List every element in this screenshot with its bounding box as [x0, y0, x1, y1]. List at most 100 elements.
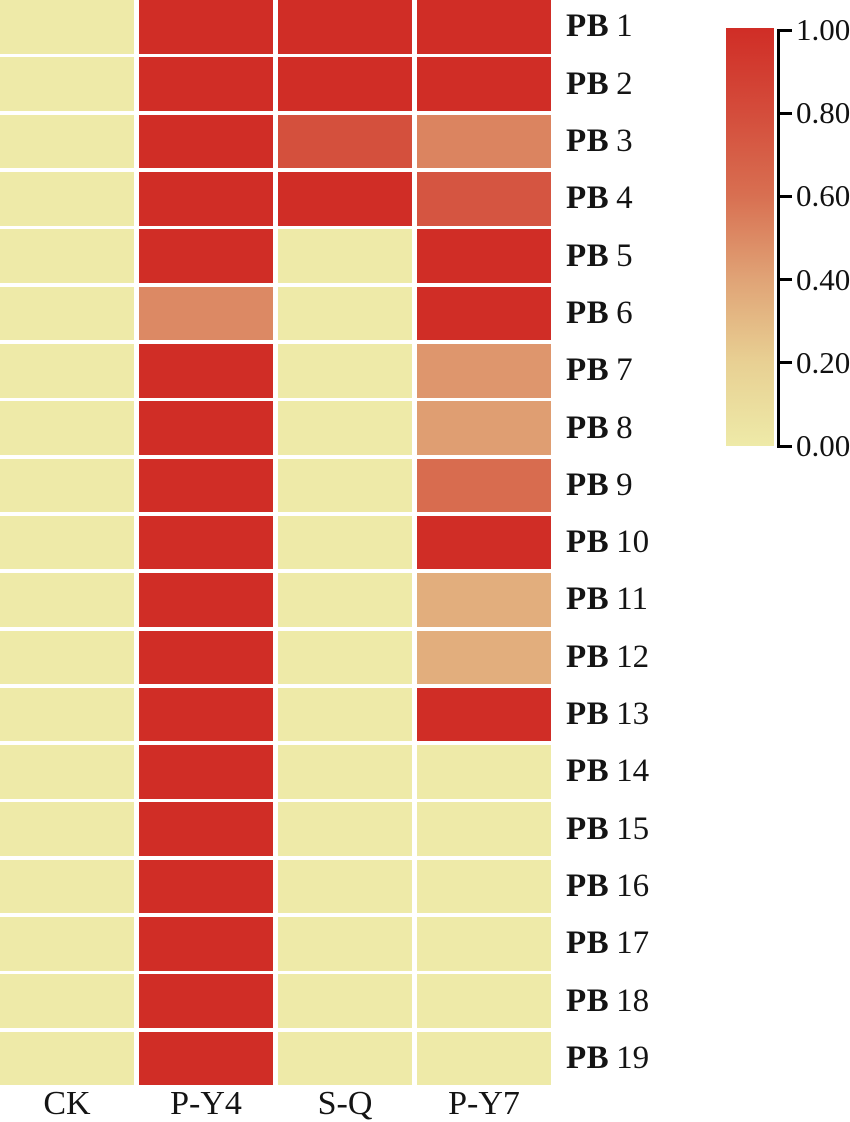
heatmap-cell — [139, 458, 273, 513]
row-label: PB 3 — [566, 115, 716, 169]
row-label-prefix: PB — [566, 122, 610, 159]
heatmap-cell — [417, 630, 551, 685]
heatmap-cell — [0, 343, 134, 398]
heatmap-cell — [0, 401, 134, 455]
colorbar-tick — [777, 361, 792, 365]
row-label-prefix: PB — [566, 868, 610, 905]
row-label-number: 18 — [616, 982, 650, 1019]
row-label-prefix: PB — [566, 294, 610, 331]
heatmap-cell — [0, 0, 134, 54]
heatmap-cell — [0, 687, 134, 742]
colorbar-tick-label: 0.80 — [796, 95, 850, 131]
column-label: P-Y7 — [448, 1085, 520, 1122]
row-label-number: 14 — [616, 753, 650, 790]
row-label-prefix: PB — [566, 352, 610, 389]
row-label-prefix: PB — [566, 810, 610, 847]
column-label: CK — [43, 1085, 91, 1122]
heatmap-cell — [417, 745, 551, 799]
row-label: PB 12 — [566, 631, 716, 685]
row-label: PB 15 — [566, 802, 716, 856]
row-label-number: 15 — [616, 810, 650, 847]
heatmap-cell — [139, 687, 273, 742]
colorbar-tick-label: 1.00 — [796, 12, 850, 47]
colorbar-gradient — [726, 28, 774, 446]
heatmap-cell — [417, 57, 551, 111]
colorbar-tick — [777, 111, 792, 115]
colorbar-tick — [777, 28, 792, 32]
heatmap-cell — [417, 286, 551, 341]
row-label-prefix: PB — [566, 581, 610, 618]
row-label-prefix: PB — [566, 696, 610, 733]
heatmap-cell — [417, 802, 551, 857]
row-label-number: 12 — [616, 638, 650, 675]
row-label: PB 14 — [566, 745, 716, 799]
heatmap-cell — [0, 917, 134, 971]
heatmap-cell — [417, 114, 551, 169]
heatmap-cell — [139, 745, 273, 799]
heatmap-cell — [139, 114, 273, 169]
colorbar-tick-label: 0.60 — [796, 178, 850, 214]
row-label-prefix: PB — [566, 8, 610, 45]
heatmap-cell — [417, 974, 551, 1029]
heatmap-cell — [139, 171, 273, 226]
heatmap-cell — [278, 802, 412, 857]
heatmap-cell — [278, 687, 412, 742]
heatmap-cell — [417, 917, 551, 971]
heatmap-cell — [139, 343, 273, 398]
heatmap-cell — [139, 859, 273, 914]
row-label-number: 19 — [616, 1040, 650, 1077]
row-label-prefix: PB — [566, 638, 610, 675]
heatmap-cell — [417, 343, 551, 398]
heatmap-cell — [278, 57, 412, 111]
colorbar-tick-label: 0.20 — [796, 344, 850, 380]
heatmap-cell — [0, 458, 134, 513]
row-label: PB 16 — [566, 860, 716, 914]
row-label: PB 2 — [566, 57, 716, 111]
row-label-prefix: PB — [566, 180, 610, 217]
heatmap-cell — [0, 515, 134, 570]
colorbar-tick — [777, 444, 792, 448]
heatmap-cell — [417, 515, 551, 570]
heatmap-cell — [139, 630, 273, 685]
heatmap-cell — [278, 515, 412, 570]
heatmap-cell — [0, 745, 134, 799]
heatmap-cell — [278, 229, 412, 283]
heatmap-cell — [278, 171, 412, 226]
row-label-number: 6 — [616, 294, 633, 331]
colorbar-tick — [777, 278, 792, 282]
row-label-prefix: PB — [566, 65, 610, 102]
colorbar-tick-label: 0.00 — [796, 428, 850, 463]
heatmap-cell — [139, 229, 273, 283]
row-label-number: 16 — [616, 868, 650, 905]
row-label: PB 18 — [566, 974, 716, 1028]
row-label-prefix: PB — [566, 925, 610, 962]
heatmap-cell — [0, 630, 134, 685]
heatmap-cell — [0, 1031, 134, 1086]
heatmap-cell — [278, 630, 412, 685]
row-label: PB 8 — [566, 401, 716, 455]
heatmap-cell — [278, 114, 412, 169]
row-label-number: 10 — [616, 524, 650, 561]
row-label: PB 7 — [566, 344, 716, 398]
heatmap-cell — [278, 573, 412, 627]
heatmap-cell — [417, 0, 551, 54]
heatmap-cell — [417, 171, 551, 226]
row-label-prefix: PB — [566, 753, 610, 790]
heatmap-cell — [0, 802, 134, 857]
row-label: PB 11 — [566, 573, 716, 627]
heatmap-cell — [278, 458, 412, 513]
heatmap-cell — [0, 573, 134, 627]
heatmap-cell — [278, 343, 412, 398]
row-label-number: 9 — [616, 466, 633, 503]
row-label-number: 1 — [616, 8, 633, 45]
heatmap-cell — [139, 802, 273, 857]
column-label: S-Q — [317, 1085, 373, 1122]
column-label: P-Y4 — [170, 1085, 242, 1122]
heatmap-cell — [139, 974, 273, 1029]
row-label-number: 13 — [616, 696, 650, 733]
heatmap-cell — [0, 859, 134, 914]
row-label-prefix: PB — [566, 409, 610, 446]
heatmap-cell — [278, 745, 412, 799]
row-label-prefix: PB — [566, 524, 610, 561]
